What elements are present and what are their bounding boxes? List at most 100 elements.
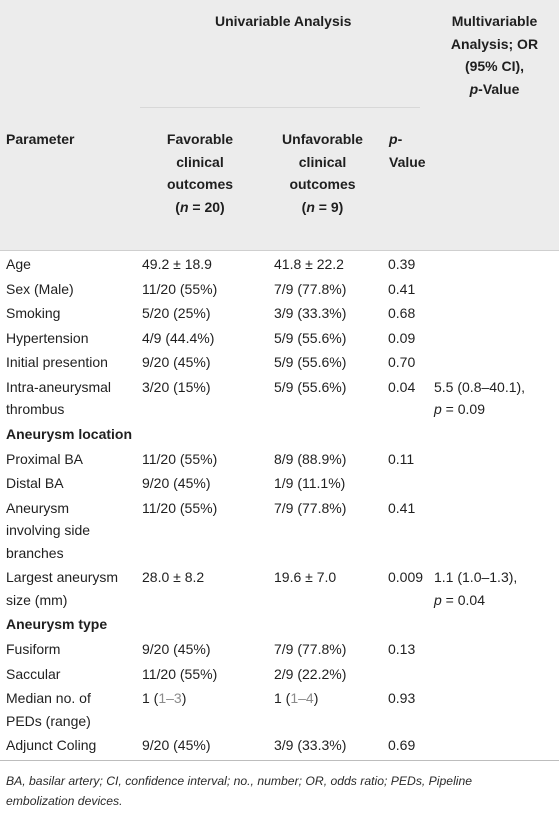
- multivariable-line-2: Analysis; OR: [450, 35, 539, 52]
- row-favorable: 9/20 (45%): [142, 354, 211, 370]
- unfavorable-line-2: clinical: [298, 153, 347, 170]
- row-multivariable-line: 1.1 (1.0–1.3),: [434, 569, 518, 585]
- row-pvalue: 0.009: [388, 569, 424, 585]
- row-favorable: 1 (1–3): [142, 690, 187, 706]
- univariable-header: Univariable Analysis: [215, 13, 352, 29]
- row-unfavorable: 7/9 (77.8%): [274, 641, 347, 657]
- row-parameter: Proximal BA: [6, 448, 83, 471]
- row-parameter: Hypertension: [6, 327, 89, 350]
- row-pvalue: 0.41: [388, 280, 416, 297]
- row-parameter-line: Aneurysm: [6, 499, 70, 516]
- row-parameter: Initial presention: [6, 351, 108, 374]
- univariable-underline: [140, 107, 420, 108]
- row-parameter: Fusiform: [6, 638, 60, 661]
- row-parameter: Smoking: [6, 302, 60, 325]
- bottom-rule: [0, 760, 559, 761]
- row-parameter-line: Smoking: [6, 305, 61, 321]
- pvalue-header: p- Value: [389, 128, 426, 173]
- row-favorable: 3/20 (15%): [142, 378, 211, 395]
- row-parameter-line: thrombus: [6, 401, 65, 417]
- row-unfavorable: 3/9 (33.3%): [274, 737, 347, 753]
- row-unfavorable: 19.6 ± 7.0: [274, 569, 337, 585]
- row-favorable: 49.2 ± 18.9: [142, 256, 212, 272]
- row-pvalue: 0.13: [388, 641, 416, 657]
- section-heading: Aneurysm location: [6, 425, 133, 442]
- row-multivariable-line: p = 0.09: [434, 401, 485, 417]
- row-parameter-line: Hypertension: [6, 329, 89, 346]
- row-parameter-line: involving side: [6, 522, 91, 538]
- row-parameter: Adjunct Coling: [6, 734, 96, 757]
- row-parameter-line: size (mm): [6, 591, 68, 608]
- favorable-line-2: clinical: [176, 153, 224, 170]
- unfavorable-line-1: Unfavorable: [282, 131, 363, 147]
- unfavorable-line-3: outcomes: [289, 176, 356, 192]
- row-unfavorable: 7/9 (77.8%): [274, 499, 347, 516]
- row-parameter: Aneurysm involving side branches: [6, 497, 90, 565]
- row-parameter: Age: [6, 253, 31, 276]
- row-favorable: 11/20 (55%): [142, 280, 218, 297]
- row-parameter-line: Distal BA: [6, 475, 64, 491]
- row-favorable: 5/20 (25%): [142, 305, 211, 321]
- row-unfavorable: 1/9 (11.1%): [274, 475, 346, 491]
- row-unfavorable: 41.8 ± 22.2: [274, 256, 344, 272]
- row-pvalue: 0.70: [388, 354, 416, 370]
- row-pvalue: 0.93: [388, 690, 416, 706]
- header-rule: [0, 250, 559, 251]
- row-parameter-line: Age: [6, 256, 31, 272]
- row-multivariable-line: 5.5 (0.8–40.1),: [434, 378, 526, 395]
- row-pvalue: 0.41: [388, 499, 416, 516]
- row-pvalue: 0.04: [388, 378, 416, 395]
- row-parameter-line: Saccular: [6, 665, 61, 682]
- row-unfavorable: 8/9 (88.9%): [274, 450, 347, 467]
- row-favorable: 11/20 (55%): [142, 450, 218, 467]
- row-favorable: 28.0 ± 8.2: [142, 569, 205, 585]
- row-parameter-line: Largest aneurysm: [6, 569, 119, 585]
- table-footnote: BA, basilar artery; CI, confidence inter…: [6, 771, 551, 811]
- row-multivariable-line: p = 0.04: [434, 591, 485, 608]
- row-parameter: Saccular: [6, 663, 60, 686]
- row-unfavorable: 5/9 (55.6%): [274, 378, 347, 395]
- favorable-line-3: outcomes: [166, 176, 234, 192]
- row-parameter-line: Proximal BA: [6, 450, 84, 467]
- row-favorable: 11/20 (55%): [142, 499, 218, 516]
- multivariable-header: Multivariable Analysis; OR (95% CI), p-V…: [432, 10, 557, 100]
- row-parameter: Largest aneurysm size (mm): [6, 566, 118, 611]
- row-multivariable: 5.5 (0.8–40.1), p = 0.09: [434, 376, 525, 421]
- section-heading: Aneurysm type: [6, 616, 108, 632]
- footnote-line-2: embolization devices.: [6, 794, 123, 808]
- row-parameter-line: Sex (Male): [6, 280, 74, 297]
- row-parameter-line: Fusiform: [6, 641, 61, 657]
- favorable-header: Favorable clinical outcomes (n = 20): [135, 128, 265, 218]
- row-parameter-line: branches: [6, 544, 64, 561]
- favorable-line-4: (n = 20): [175, 198, 225, 215]
- row-parameter-line: PEDs (range): [6, 712, 91, 729]
- row-unfavorable: 2/9 (22.2%): [274, 665, 347, 682]
- header-band: [0, 0, 559, 250]
- row-parameter: Sex (Male): [6, 278, 74, 301]
- parameter-header: Parameter: [6, 131, 75, 147]
- row-pvalue: 0.68: [388, 305, 416, 321]
- row-parameter-line: Initial presention: [6, 354, 108, 370]
- pvalue-line-1: p-: [389, 131, 403, 147]
- multivariable-line-3: (95% CI),: [464, 58, 525, 74]
- row-parameter: Intra-aneurysmal thrombus: [6, 376, 111, 421]
- multivariable-line-4: p-Value: [469, 80, 520, 97]
- row-favorable: 9/20 (45%): [142, 737, 211, 753]
- row-parameter-line: Intra-aneurysmal: [6, 378, 112, 395]
- row-parameter-line: Median no. of: [6, 690, 91, 706]
- row-favorable: 9/20 (45%): [142, 641, 211, 657]
- row-favorable: 9/20 (45%): [142, 475, 211, 491]
- row-pvalue: 0.11: [388, 450, 415, 467]
- row-pvalue: 0.09: [388, 329, 416, 346]
- row-unfavorable: 1 (1–4): [274, 690, 319, 706]
- row-unfavorable: 7/9 (77.8%): [274, 280, 347, 297]
- unfavorable-line-4: (n = 9): [301, 198, 344, 215]
- row-parameter: Median no. of PEDs (range): [6, 687, 91, 732]
- row-pvalue: 0.69: [388, 737, 416, 753]
- row-pvalue: 0.39: [388, 256, 416, 272]
- row-unfavorable: 3/9 (33.3%): [274, 305, 347, 321]
- row-multivariable: 1.1 (1.0–1.3), p = 0.04: [434, 566, 517, 611]
- row-parameter: Distal BA: [6, 472, 64, 495]
- row-unfavorable: 5/9 (55.6%): [274, 329, 347, 346]
